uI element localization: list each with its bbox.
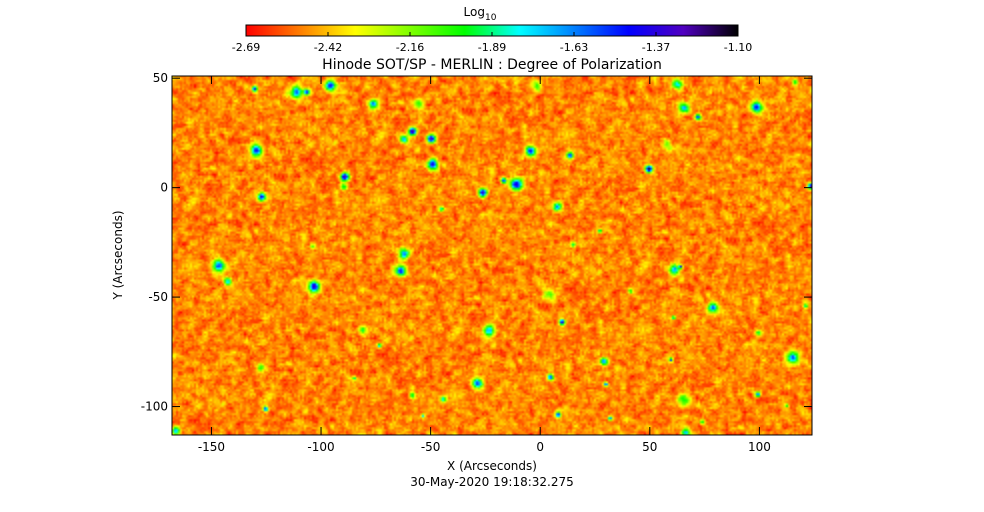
- x-tick-label: 0: [536, 440, 544, 454]
- colorbar-tick-label: -1.37: [642, 41, 670, 54]
- observation-timestamp: 30-May-2020 19:18:32.275: [410, 475, 574, 489]
- colorbar-tick-label: -2.69: [232, 41, 260, 54]
- y-tick-label: 0: [160, 181, 168, 195]
- heatmap-image: [172, 76, 812, 435]
- colorbar: Log10 -2.69 -2.42 -2.16 -1.89 -1.63 -1.37 -1.1…: [232, 5, 752, 54]
- colorbar-title: Log10: [464, 5, 497, 23]
- y-tick-label: -50: [148, 290, 168, 304]
- colorbar-tick-label: -1.63: [560, 41, 588, 54]
- y-tick-label: 50: [153, 71, 168, 85]
- y-axis-title: Y (Arcseconds): [111, 210, 125, 300]
- colorbar-tick-label: -1.10: [724, 41, 752, 54]
- plot-frame: [171, 75, 813, 436]
- y-tick-label: -100: [141, 400, 168, 414]
- x-axis-title: X (Arcseconds): [447, 459, 537, 473]
- x-tick-label: -100: [307, 440, 334, 454]
- x-tick-label: -150: [198, 440, 225, 454]
- colorbar-tick-label: -1.89: [478, 41, 506, 54]
- x-tick-label: -50: [421, 440, 441, 454]
- colorbar-tick-label: -2.16: [396, 41, 424, 54]
- colorbar-tick-label: -2.42: [314, 41, 342, 54]
- heatmap-plot-area: -150 -100 -50 0 50 100 50 0 -50 -100: [141, 71, 813, 454]
- plot-title: Hinode SOT/SP - MERLIN : Degree of Polar…: [322, 57, 662, 73]
- x-tick-label: 100: [748, 440, 771, 454]
- x-tick-label: 50: [642, 440, 657, 454]
